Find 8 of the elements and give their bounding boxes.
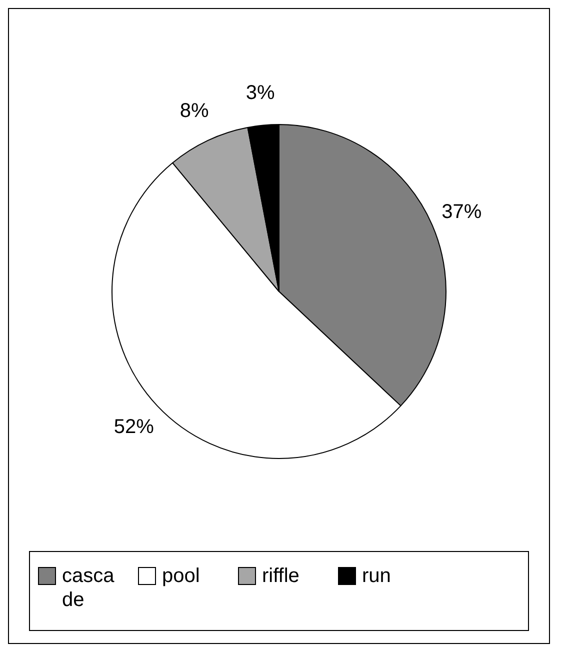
legend-label: cascade — [62, 564, 116, 612]
legend-label: riffle — [262, 564, 300, 588]
data-label: 37% — [442, 200, 482, 223]
data-label: 52% — [114, 416, 154, 438]
legend-label: pool — [162, 564, 201, 588]
data-label: 3% — [246, 82, 275, 104]
data-label: 8% — [180, 100, 209, 122]
legend-label: run — [362, 564, 392, 588]
